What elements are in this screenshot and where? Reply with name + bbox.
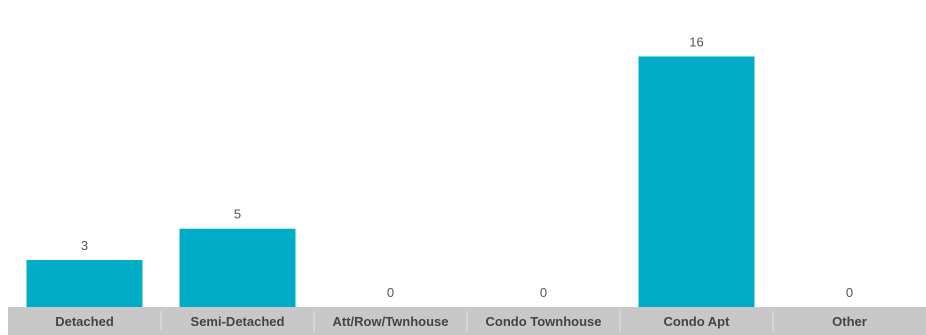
x-axis-tick-labels: Detached Semi-Detached Att/Row/Twnhouse Con… (55, 314, 867, 329)
value-label-0: 3 (81, 238, 88, 253)
tick-label-4: Condo Apt (664, 314, 731, 329)
value-label-3: 0 (540, 285, 547, 300)
tick-label-1: Semi-Detached (191, 314, 285, 329)
bar-0 (26, 260, 143, 307)
value-label-2: 0 (387, 285, 394, 300)
value-label-1: 5 (234, 207, 241, 222)
x-axis-separators (160, 311, 774, 331)
tick-label-0: Detached (55, 314, 114, 329)
tick-label-2: Att/Row/Twnhouse (332, 314, 448, 329)
tick-label-3: Condo Townhouse (485, 314, 601, 329)
bar-1 (179, 228, 296, 307)
bar-4 (638, 56, 755, 307)
bars-group (26, 56, 755, 307)
value-labels-group: 3 5 0 0 16 0 (81, 34, 853, 300)
value-label-4: 16 (689, 34, 703, 49)
tick-label-5: Other (832, 314, 867, 329)
value-label-5: 0 (846, 285, 853, 300)
